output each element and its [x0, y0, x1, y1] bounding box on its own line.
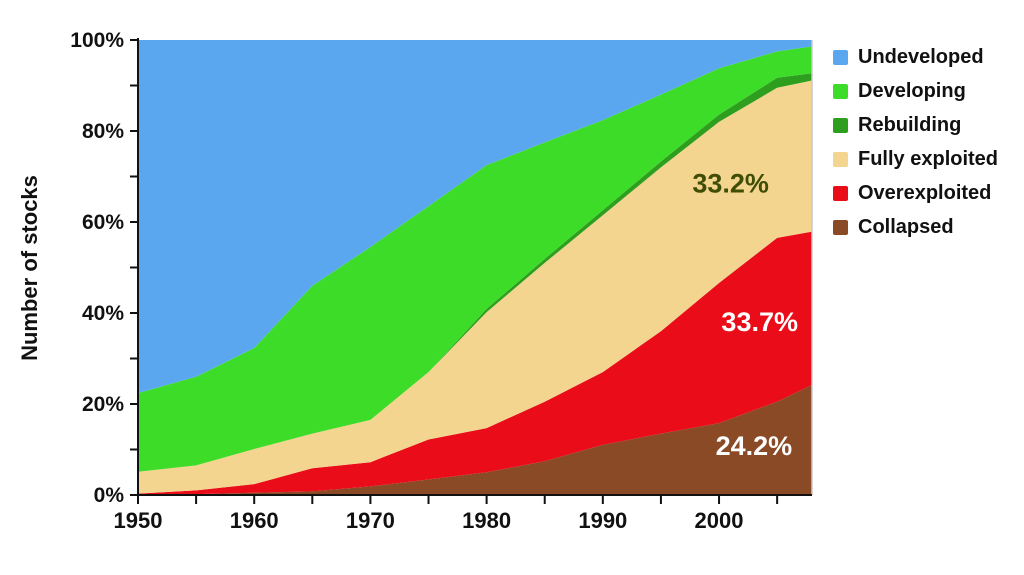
area-collapsed — [138, 384, 812, 495]
legend-swatch-fully-exploited — [833, 151, 848, 167]
legend-swatch-collapsed — [833, 219, 848, 235]
legend-swatch-undeveloped — [833, 49, 848, 65]
x-tick-label-1970: 1970 — [346, 508, 395, 533]
annotation-24-2-: 24.2% — [716, 431, 793, 461]
legend-label-undeveloped: Undeveloped — [858, 45, 984, 68]
y-tick-label-0: 0% — [94, 484, 125, 507]
x-tick-label-1960: 1960 — [230, 508, 279, 533]
x-tick-label-1950: 1950 — [114, 508, 163, 533]
legend-item-rebuilding: Rebuilding — [833, 108, 998, 142]
legend-label-fully-exploited: Fully exploited — [858, 147, 999, 170]
legend: Undeveloped Developing Rebuilding Fully exp… — [833, 40, 998, 244]
legend-swatch-developing — [833, 83, 848, 99]
legend-label-collapsed: Collapsed — [858, 215, 954, 238]
annotation-33-7-: 33.7% — [721, 307, 798, 337]
y-tick-label-100: 100% — [70, 29, 124, 52]
legend-item-collapsed: Collapsed — [833, 210, 998, 244]
x-tick-label-1990: 1990 — [578, 508, 627, 533]
area-developing — [138, 46, 812, 472]
y-axis-title: Number of stocks — [17, 175, 42, 361]
legend-item-overexploited: Overexploited — [833, 176, 998, 210]
area-undeveloped — [138, 40, 812, 394]
legend-swatch-rebuilding — [833, 117, 848, 133]
x-tick-label-2000: 2000 — [695, 508, 744, 533]
legend-label-overexploited: Overexploited — [858, 181, 992, 204]
y-tick-label-40: 40% — [82, 302, 124, 325]
area-fully-exploited — [138, 80, 812, 494]
y-tick-label-20: 20% — [82, 393, 124, 416]
y-tick-label-80: 80% — [82, 120, 124, 143]
legend-label-developing: Developing — [858, 79, 966, 102]
legend-item-fully-exploited: Fully exploited — [833, 142, 998, 176]
legend-item-undeveloped: Undeveloped — [833, 40, 998, 74]
y-tick-label-60: 60% — [82, 211, 124, 234]
legend-swatch-overexploited — [833, 185, 848, 201]
legend-item-developing: Developing — [833, 74, 998, 108]
annotation-33-2-: 33.2% — [692, 168, 769, 198]
x-tick-label-1980: 1980 — [462, 508, 511, 533]
area-overexploited — [138, 231, 812, 495]
legend-label-rebuilding: Rebuilding — [858, 113, 962, 136]
